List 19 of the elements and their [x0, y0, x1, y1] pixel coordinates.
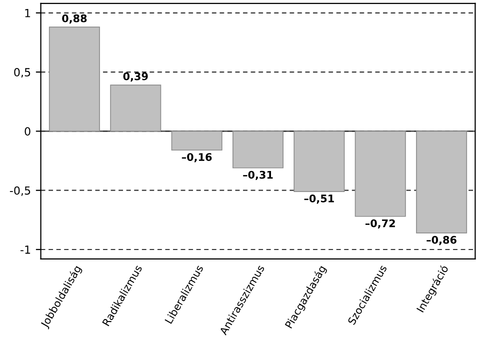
y-tick-label: -0,5 — [10, 186, 30, 196]
data-label: –0,86 — [426, 236, 456, 246]
bar — [354, 130, 406, 217]
data-label: 0,39 — [123, 72, 148, 82]
data-label: –0,31 — [243, 170, 273, 180]
bar — [48, 26, 100, 132]
y-tick-label: 1 — [25, 9, 30, 18]
data-label: 0,88 — [62, 14, 87, 24]
y-tick-label: 0,5 — [14, 68, 30, 78]
y-tick-label: 0 — [24, 127, 30, 136]
y-tick-label: -1 — [20, 246, 30, 254]
data-label: –0,72 — [365, 219, 395, 229]
bar — [171, 130, 222, 151]
bar — [294, 130, 345, 192]
data-label: –0,16 — [182, 153, 212, 162]
bar — [110, 84, 162, 132]
bar — [232, 130, 284, 168]
data-label: –0,51 — [304, 194, 334, 204]
bar — [416, 130, 468, 234]
